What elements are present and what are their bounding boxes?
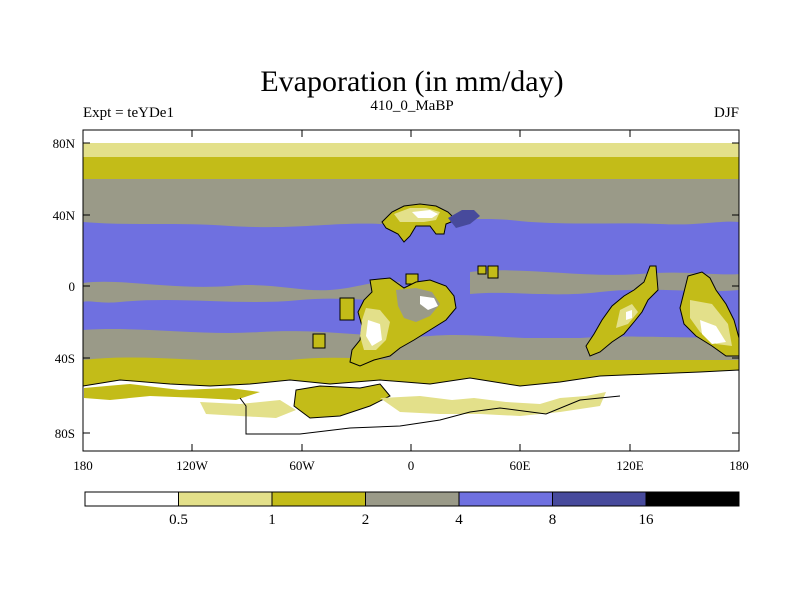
south-polar-margin	[239, 395, 621, 435]
season-label: DJF	[714, 105, 739, 121]
north-high-evap	[448, 210, 480, 228]
colorbar-box-1	[178, 491, 273, 507]
time-label: 410_0_MaBP	[370, 98, 453, 114]
colorbar-label-1: 1	[268, 512, 276, 528]
east-continent-dry	[626, 310, 632, 320]
gray-edge-south	[83, 329, 739, 340]
lat-label-eq: 0	[69, 279, 76, 294]
lon-label-180w: 180	[73, 458, 93, 473]
north-landmass-dry	[412, 210, 438, 218]
far-east-dry	[700, 320, 726, 344]
olive-edge-south	[83, 357, 739, 364]
lat-label-80n: 80N	[53, 136, 76, 151]
colorbar-label-2: 2	[362, 512, 370, 528]
lat-label-40s: 40S	[55, 351, 75, 366]
gray-stripe-east	[470, 270, 739, 295]
lat-label-80s: 80S	[55, 426, 75, 441]
central-continent-gray	[396, 288, 440, 322]
lon-label-0: 0	[408, 458, 415, 473]
colorbar-box-5	[552, 491, 647, 507]
colorbar	[84, 491, 740, 507]
lon-label-120w: 120W	[176, 458, 209, 473]
central-continent-dry	[366, 320, 382, 346]
evaporation-map	[83, 130, 739, 451]
lat-label-40n: 40N	[53, 208, 76, 223]
south-polar-light	[380, 392, 606, 416]
colorbar-box-0	[84, 491, 179, 507]
lon-label-180e: 180	[729, 458, 749, 473]
south-polar-olive-2	[293, 383, 391, 419]
colorbar-box-6	[645, 491, 740, 507]
plot-title: Evaporation (in mm/day)	[260, 65, 563, 98]
south-polar-light-2	[200, 400, 296, 418]
colorbar-box-4	[458, 491, 553, 507]
lon-label-60w: 60W	[289, 458, 315, 473]
island-a	[477, 265, 487, 275]
experiment-label: Expt = teYDe1	[83, 105, 174, 121]
colorbar-label-8: 8	[549, 512, 557, 528]
colorbar-box-3	[365, 491, 460, 507]
axis-ticks	[83, 130, 739, 451]
far-east-light	[690, 300, 732, 346]
band-south-gray	[83, 338, 739, 360]
island-c	[339, 297, 355, 321]
lon-label-60e: 60E	[510, 458, 531, 473]
colorbar-box-2	[271, 491, 366, 507]
island-b	[487, 265, 499, 279]
band-north-olive	[83, 157, 739, 179]
gray-stripe-equator	[83, 281, 400, 303]
colorbar-label-16: 16	[639, 512, 655, 528]
island-d	[312, 333, 326, 349]
colorbar-label-0-5: 0.5	[169, 512, 188, 528]
central-continent-dry-2	[420, 296, 438, 310]
colorbar-label-4: 4	[455, 512, 463, 528]
lon-label-120e: 120E	[616, 458, 644, 473]
band-arctic-yellow	[83, 143, 739, 157]
south-polar-olive	[84, 384, 260, 400]
